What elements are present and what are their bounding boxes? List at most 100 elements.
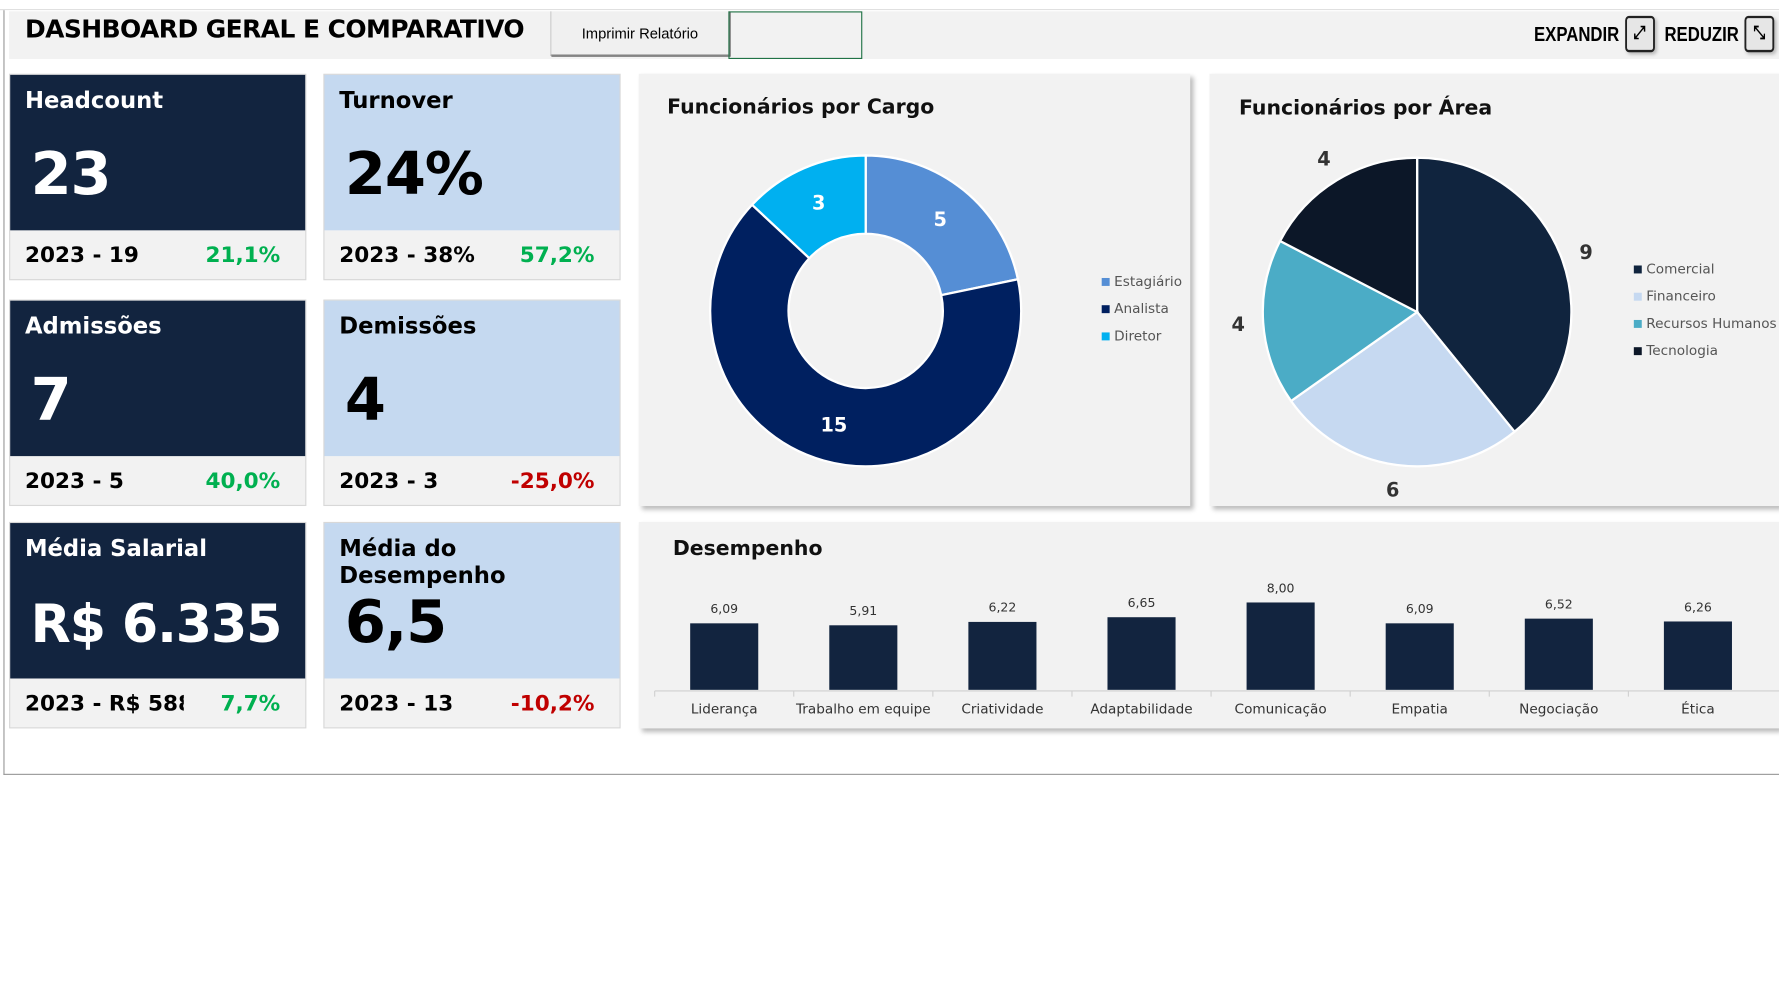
legend-swatch-icon bbox=[1101, 331, 1110, 340]
kpi-value: 6,5 bbox=[344, 588, 447, 657]
legend-item: Comercial bbox=[1633, 255, 1777, 282]
area-chart-title: Funcionários por Área bbox=[1238, 96, 1493, 121]
reduce-icon: ⤡ bbox=[1744, 15, 1775, 53]
desempenho-chart-panel: Desempenho 6,09 Liderança 5,91 Trabalho em … bbox=[638, 521, 1779, 729]
reduce-button[interactable]: REDUZIR ⤡ bbox=[1664, 15, 1775, 53]
print-report-button[interactable]: Imprimir Relatório bbox=[550, 11, 730, 56]
bar bbox=[1385, 623, 1454, 690]
cargo-chart-panel: Funcionários por Cargo 5 15 3 Estagiário An… bbox=[638, 73, 1191, 507]
page-title: DASHBOARD GERAL E COMPARATIVO bbox=[24, 15, 525, 45]
area-chart-panel: Funcionários por Área 9 6 4 4 Comercial Fina… bbox=[1209, 73, 1779, 507]
cargo-chart-title: Funcionários por Cargo bbox=[667, 95, 935, 120]
legend-label: Recursos Humanos bbox=[1646, 315, 1777, 332]
bar bbox=[1524, 618, 1593, 690]
kpi-change: 40,0% bbox=[205, 468, 281, 494]
slice-financeiro bbox=[1289, 310, 1517, 468]
slice-label: 9 bbox=[1579, 241, 1592, 264]
kpi-previous: 2023 - 5 bbox=[24, 468, 124, 494]
bar-value-label: 6,09 bbox=[1406, 601, 1434, 616]
window-title-strip bbox=[0, 0, 1779, 11]
bar-value-label: 5,91 bbox=[849, 603, 877, 618]
kpi-previous: 2023 - 13 bbox=[339, 690, 454, 716]
bar bbox=[968, 621, 1037, 690]
kpi-previous: 2023 - 38% bbox=[339, 242, 475, 268]
slice-label: 15 bbox=[820, 413, 847, 436]
legend-item: Tecnologia bbox=[1633, 337, 1777, 364]
legend-item: Diretor bbox=[1101, 322, 1182, 349]
kpi-card-top: Admissões 7 bbox=[10, 300, 306, 457]
legend-label: Financeiro bbox=[1646, 288, 1716, 305]
bar bbox=[1246, 602, 1315, 690]
kpi-value: 4 bbox=[344, 366, 386, 435]
kpi-label: Demissões bbox=[339, 312, 477, 340]
kpi-card-top: Demissões 4 bbox=[324, 300, 620, 457]
bar bbox=[1107, 617, 1176, 690]
kpi-card: Média Salarial R$ 6.335 2023 - R$ 5880 7… bbox=[9, 521, 307, 729]
kpi-value: R$ 6.335 bbox=[30, 593, 283, 655]
legend-label: Diretor bbox=[1114, 327, 1162, 344]
bar-category-label: Negociação bbox=[1519, 702, 1598, 718]
expand-label: EXPANDIR bbox=[1533, 22, 1620, 45]
legend-label: Estagiário bbox=[1114, 273, 1183, 290]
kpi-value: 7 bbox=[30, 366, 72, 435]
legend-item: Estagiário bbox=[1101, 268, 1183, 295]
header-bar bbox=[9, 11, 1779, 59]
bar-category-label: Adaptabilidade bbox=[1090, 702, 1192, 718]
kpi-label: Admissões bbox=[24, 312, 162, 340]
kpi-label: Headcount bbox=[24, 86, 164, 114]
kpi-change: -10,2% bbox=[510, 690, 595, 716]
kpi-change: 7,7% bbox=[220, 690, 281, 716]
kpi-card-top: Média Salarial R$ 6.335 bbox=[10, 523, 306, 679]
slice-diretor bbox=[750, 154, 867, 260]
kpi-label: Turnover bbox=[339, 86, 453, 114]
bar-value-label: 8,00 bbox=[1267, 580, 1295, 595]
bar-category-label: Comunicação bbox=[1235, 702, 1327, 718]
slice-comercial bbox=[1415, 156, 1573, 434]
reduce-label: REDUZIR bbox=[1664, 22, 1739, 45]
kpi-card-top: Turnover 24% bbox=[324, 74, 620, 231]
bar-category-label: Trabalho em equipe bbox=[795, 702, 931, 718]
selected-cell[interactable] bbox=[728, 11, 863, 59]
slice-analista bbox=[709, 203, 1023, 468]
bar-category-label: Liderança bbox=[691, 702, 758, 718]
legend-label: Tecnologia bbox=[1646, 342, 1719, 359]
kpi-card-top: Média do Desempenho 6,5 bbox=[324, 523, 620, 679]
kpi-previous: 2023 - 3 bbox=[339, 468, 439, 494]
bar-category-label: Ética bbox=[1681, 701, 1715, 718]
bar-value-label: 6,52 bbox=[1545, 596, 1573, 611]
slice-label: 3 bbox=[812, 191, 825, 214]
legend-item: Recursos Humanos bbox=[1633, 310, 1777, 337]
expand-button[interactable]: EXPANDIR ⤢ bbox=[1533, 15, 1655, 53]
area-pie-chart: 9 6 4 4 bbox=[1232, 148, 1593, 502]
cargo-donut-chart: 5 15 3 bbox=[709, 154, 1023, 468]
kpi-card: Turnover 24% 2023 - 38% 57,2% bbox=[323, 73, 621, 281]
slice-label: 5 bbox=[933, 208, 946, 231]
legend-label: Analista bbox=[1114, 300, 1169, 317]
kpi-previous: 2023 - 19 bbox=[24, 242, 139, 268]
bar bbox=[829, 625, 898, 690]
kpi-card-top: Headcount 23 bbox=[10, 74, 306, 231]
legend-swatch-icon bbox=[1633, 264, 1642, 273]
slice-label: 6 bbox=[1386, 478, 1399, 501]
kpi-card: Média do Desempenho 6,5 2023 - 13 -10,2% bbox=[323, 521, 621, 729]
bar bbox=[690, 623, 759, 690]
slice-label: 4 bbox=[1317, 148, 1330, 171]
bar-value-label: 6,65 bbox=[1128, 595, 1156, 610]
kpi-previous: 2023 - R$ 5880 bbox=[24, 690, 184, 716]
legend-label: Comercial bbox=[1646, 260, 1715, 277]
desempenho-chart-title: Desempenho bbox=[672, 536, 823, 561]
legend-swatch-icon bbox=[1633, 346, 1642, 355]
kpi-change: 21,1% bbox=[205, 242, 281, 268]
legend-swatch-icon bbox=[1101, 304, 1110, 313]
legend-swatch-icon bbox=[1633, 292, 1642, 301]
legend-swatch-icon bbox=[1101, 277, 1110, 286]
kpi-value: 23 bbox=[30, 140, 112, 209]
kpi-label: Média Salarial bbox=[24, 534, 207, 562]
bar-category-label: Criatividade bbox=[961, 702, 1043, 718]
kpi-card: Headcount 23 2023 - 19 21,1% bbox=[9, 73, 307, 281]
legend-swatch-icon bbox=[1633, 319, 1642, 328]
bar bbox=[1663, 621, 1732, 690]
area-legend: Comercial Financeiro Recursos Humanos Tecno… bbox=[1633, 255, 1777, 364]
bar-category-label: Empatia bbox=[1392, 702, 1448, 718]
